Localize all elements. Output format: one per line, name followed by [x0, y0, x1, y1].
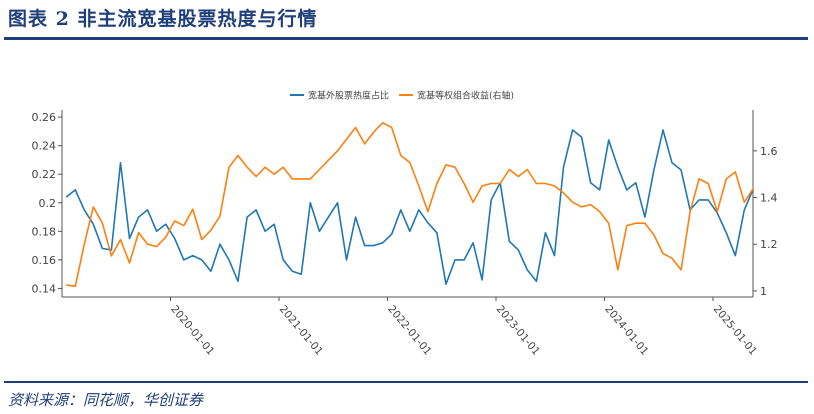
y-left-tick-label: 0.24: [32, 140, 57, 153]
y-right-tick-label: 1.4: [760, 192, 778, 205]
y-left-tick-label: 0.26: [32, 111, 57, 124]
y-left-tick-label: 0.14: [32, 282, 57, 295]
x-tick-label: 2025-01-01: [711, 303, 759, 357]
series-line-1: [65, 129, 755, 286]
x-tick-label: 2024-01-01: [602, 303, 650, 357]
y-right-tick-label: 1.2: [760, 238, 778, 251]
y-left-tick-label: 0.16: [32, 254, 57, 267]
y-right-tick-label: 1: [760, 285, 767, 298]
x-tick-label: 2023-01-01: [494, 303, 542, 357]
x-tick-label: 2021-01-01: [277, 303, 325, 357]
legend-label-1: 宽基外股票热度占比: [308, 90, 389, 102]
legend-label-2: 宽基等权组合收益(右轴): [417, 90, 514, 102]
x-tick-label: 2020-01-01: [168, 303, 216, 357]
y-left-tick-label: 0.2: [39, 197, 57, 210]
y-left-tick-label: 0.18: [32, 225, 57, 238]
y-left-tick-label: 0.22: [32, 168, 57, 181]
source-note: 资料来源：同花顺，华创证券: [8, 391, 204, 409]
title-divider: [4, 37, 808, 40]
footer-divider: [4, 381, 808, 383]
page-title: 图表 2 非主流宽基股票热度与行情: [8, 8, 318, 30]
y-right-tick-label: 1.6: [760, 145, 778, 158]
x-tick-label: 2022-01-01: [385, 303, 433, 357]
series-line-2: [66, 122, 755, 288]
